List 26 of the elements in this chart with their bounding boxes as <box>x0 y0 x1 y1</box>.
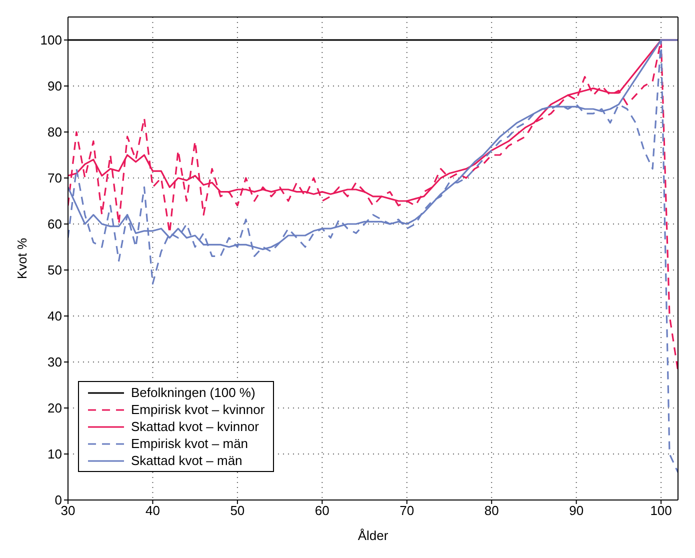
y-tick-label: 40 <box>48 308 62 324</box>
legend-label: Skattad kvot – män <box>131 452 242 469</box>
y-tick-label: 20 <box>48 400 62 416</box>
x-axis-title: Ålder <box>358 528 389 543</box>
y-tick-label: 100 <box>40 32 62 48</box>
x-tick-label: 80 <box>484 503 499 518</box>
x-tick-label: 100 <box>650 503 672 518</box>
y-tick-label: 80 <box>48 124 62 140</box>
y-tick-label: 60 <box>48 216 62 232</box>
legend-label: Empirisk kvot – män <box>131 435 248 452</box>
y-axis-title: Kvot % <box>14 237 30 280</box>
legend-label: Skattad kvot – kvinnor <box>131 418 259 435</box>
x-tick-label: 30 <box>60 503 76 518</box>
x-tick-label: 50 <box>230 503 245 518</box>
y-tick-label: 10 <box>48 446 62 462</box>
x-tick-label: 40 <box>145 503 160 518</box>
y-tick-label: 90 <box>48 78 62 94</box>
legend-label: Empirisk kvot – kvinnor <box>131 401 265 418</box>
y-tick-label: 30 <box>48 354 62 370</box>
x-tick-label: 70 <box>400 503 414 518</box>
y-tick-label: 50 <box>48 262 62 278</box>
x-tick-label: 60 <box>314 503 330 518</box>
y-tick-label: 70 <box>48 170 62 186</box>
legend-label: Befolkningen (100 %) <box>131 384 256 401</box>
y-tick-label: 0 <box>54 492 62 508</box>
x-tick-label: 90 <box>569 503 584 518</box>
